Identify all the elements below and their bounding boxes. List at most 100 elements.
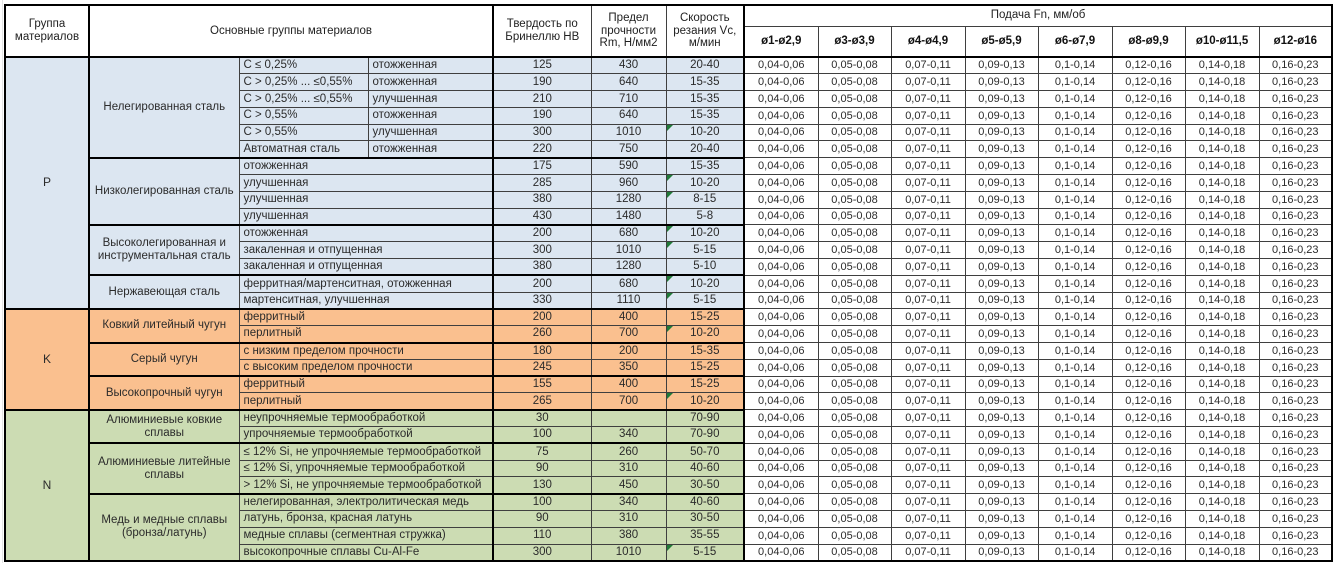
speed-cell[interactable]: 8-15	[665, 190, 746, 209]
feed-value-cell[interactable]: 0,1-0,14	[1037, 308, 1113, 327]
feed-value-cell[interactable]: 0,04-0,06	[743, 207, 819, 226]
feed-value-cell[interactable]: 0,07-0,11	[890, 241, 966, 260]
speed-cell[interactable]: 15-25	[665, 358, 746, 377]
feed-value-cell[interactable]: 0,1-0,14	[1037, 375, 1113, 394]
header-feed[interactable]: Подача Fn, мм/об	[743, 4, 1333, 27]
feed-value-cell[interactable]: 0,12-0,16	[1111, 123, 1186, 142]
hardness-cell[interactable]: 380	[492, 190, 592, 209]
material-condition-cell[interactable]: с низким пределом прочности	[238, 341, 494, 360]
feed-value-cell[interactable]: 0,14-0,18	[1184, 375, 1260, 394]
material-condition-cell[interactable]: C > 0,25% ... ≤0,55%	[238, 90, 369, 108]
material-condition-cell[interactable]: отожженная	[238, 223, 494, 243]
header-diameter-range[interactable]: ø5-ø5,9	[964, 25, 1039, 58]
feed-value-cell[interactable]: 0,05-0,08	[817, 375, 892, 394]
feed-value-cell[interactable]: 0,1-0,14	[1037, 157, 1113, 176]
feed-value-cell[interactable]: 0,16-0,23	[1258, 73, 1333, 92]
feed-value-cell[interactable]: 0,04-0,06	[743, 140, 819, 159]
speed-cell[interactable]: 50-70	[665, 442, 746, 461]
hardness-cell[interactable]: 130	[492, 476, 592, 495]
feed-value-cell[interactable]: 0,16-0,23	[1258, 526, 1333, 545]
strength-cell[interactable]: 430	[590, 56, 667, 75]
header-material-group[interactable]: Группа материалов	[4, 4, 90, 58]
material-condition-cell[interactable]: улучшенная	[238, 190, 494, 209]
feed-value-cell[interactable]: 0,14-0,18	[1184, 392, 1260, 411]
strength-cell[interactable]: 700	[590, 325, 667, 344]
feed-value-cell[interactable]: 0,09-0,13	[964, 342, 1039, 360]
feed-value-cell[interactable]: 0,05-0,08	[817, 510, 892, 528]
feed-value-cell[interactable]: 0,07-0,11	[890, 308, 966, 327]
feed-value-cell[interactable]: 0,05-0,08	[817, 190, 892, 209]
feed-value-cell[interactable]: 0,09-0,13	[964, 510, 1039, 528]
feed-value-cell[interactable]: 0,14-0,18	[1184, 543, 1260, 562]
feed-value-cell[interactable]: 0,1-0,14	[1037, 493, 1113, 512]
feed-value-cell[interactable]: 0,16-0,23	[1258, 90, 1333, 108]
feed-value-cell[interactable]: 0,14-0,18	[1184, 409, 1260, 428]
feed-value-cell[interactable]: 0,16-0,23	[1258, 56, 1333, 75]
feed-value-cell[interactable]: 0,05-0,08	[817, 459, 892, 478]
feed-value-cell[interactable]: 0,14-0,18	[1184, 358, 1260, 377]
feed-value-cell[interactable]: 0,16-0,23	[1258, 106, 1333, 125]
feed-value-cell[interactable]: 0,1-0,14	[1037, 224, 1113, 243]
feed-value-cell[interactable]: 0,04-0,06	[743, 123, 819, 142]
feed-value-cell[interactable]: 0,14-0,18	[1184, 291, 1260, 310]
feed-value-cell[interactable]: 0,12-0,16	[1111, 291, 1186, 310]
feed-value-cell[interactable]: 0,07-0,11	[890, 174, 966, 192]
speed-cell[interactable]: 20-40	[665, 56, 746, 75]
feed-value-cell[interactable]: 0,16-0,23	[1258, 291, 1333, 310]
hardness-cell[interactable]: 210	[492, 90, 592, 108]
feed-value-cell[interactable]: 0,1-0,14	[1037, 476, 1113, 495]
material-state-cell[interactable]: улучшенная	[367, 123, 494, 142]
material-condition-cell[interactable]: C > 0,55%	[238, 123, 369, 142]
feed-value-cell[interactable]: 0,05-0,08	[817, 409, 892, 428]
feed-value-cell[interactable]: 0,12-0,16	[1111, 106, 1186, 125]
feed-value-cell[interactable]: 0,12-0,16	[1111, 157, 1186, 176]
feed-value-cell[interactable]: 0,1-0,14	[1037, 442, 1113, 461]
header-diameter-range[interactable]: ø12-ø16	[1258, 25, 1333, 58]
material-condition-cell[interactable]: C ≤ 0,25%	[238, 56, 369, 75]
speed-cell[interactable]: 70-90	[665, 408, 746, 428]
feed-value-cell[interactable]: 0,07-0,11	[890, 258, 966, 276]
feed-value-cell[interactable]: 0,09-0,13	[964, 224, 1039, 243]
feed-value-cell[interactable]: 0,14-0,18	[1184, 90, 1260, 108]
feed-value-cell[interactable]: 0,16-0,23	[1258, 308, 1333, 327]
feed-value-cell[interactable]: 0,07-0,11	[890, 543, 966, 562]
feed-value-cell[interactable]: 0,1-0,14	[1037, 392, 1113, 411]
speed-cell[interactable]: 15-35	[665, 341, 746, 360]
feed-value-cell[interactable]: 0,14-0,18	[1184, 526, 1260, 545]
feed-value-cell[interactable]: 0,12-0,16	[1111, 90, 1186, 108]
material-state-cell[interactable]: отожженная	[367, 140, 494, 159]
feed-value-cell[interactable]: 0,04-0,06	[743, 308, 819, 327]
feed-value-cell[interactable]: 0,1-0,14	[1037, 291, 1113, 310]
material-condition-cell[interactable]: C > 0,55%	[238, 106, 369, 125]
hardness-cell[interactable]: 155	[492, 375, 592, 394]
feed-value-cell[interactable]: 0,05-0,08	[817, 140, 892, 159]
speed-cell[interactable]: 10-20	[665, 274, 746, 293]
feed-value-cell[interactable]: 0,16-0,23	[1258, 241, 1333, 260]
feed-value-cell[interactable]: 0,12-0,16	[1111, 73, 1186, 92]
feed-value-cell[interactable]: 0,04-0,06	[743, 224, 819, 243]
feed-value-cell[interactable]: 0,09-0,13	[964, 543, 1039, 562]
feed-value-cell[interactable]: 0,12-0,16	[1111, 174, 1186, 192]
feed-value-cell[interactable]: 0,04-0,06	[743, 459, 819, 478]
strength-cell[interactable]: 750	[590, 140, 667, 159]
feed-value-cell[interactable]: 0,14-0,18	[1184, 190, 1260, 209]
feed-value-cell[interactable]: 0,07-0,11	[890, 442, 966, 461]
group-code-cell[interactable]: P	[4, 56, 90, 310]
feed-value-cell[interactable]: 0,16-0,23	[1258, 510, 1333, 528]
speed-cell[interactable]: 10-20	[665, 325, 746, 344]
feed-value-cell[interactable]: 0,14-0,18	[1184, 241, 1260, 260]
feed-value-cell[interactable]: 0,05-0,08	[817, 308, 892, 327]
feed-value-cell[interactable]: 0,04-0,06	[743, 510, 819, 528]
feed-value-cell[interactable]: 0,05-0,08	[817, 291, 892, 310]
feed-value-cell[interactable]: 0,05-0,08	[817, 526, 892, 545]
feed-value-cell[interactable]: 0,07-0,11	[890, 409, 966, 428]
feed-value-cell[interactable]: 0,12-0,16	[1111, 308, 1186, 327]
speed-cell[interactable]: 10-20	[665, 123, 746, 142]
feed-value-cell[interactable]: 0,07-0,11	[890, 224, 966, 243]
feed-value-cell[interactable]: 0,09-0,13	[964, 274, 1039, 293]
strength-cell[interactable]: 350	[590, 358, 667, 377]
speed-cell[interactable]: 30-50	[665, 510, 746, 528]
subgroup-name-cell[interactable]: Медь и медные сплавы (бронза/латунь)	[88, 492, 240, 562]
feed-value-cell[interactable]: 0,04-0,06	[743, 543, 819, 562]
feed-value-cell[interactable]: 0,07-0,11	[890, 526, 966, 545]
